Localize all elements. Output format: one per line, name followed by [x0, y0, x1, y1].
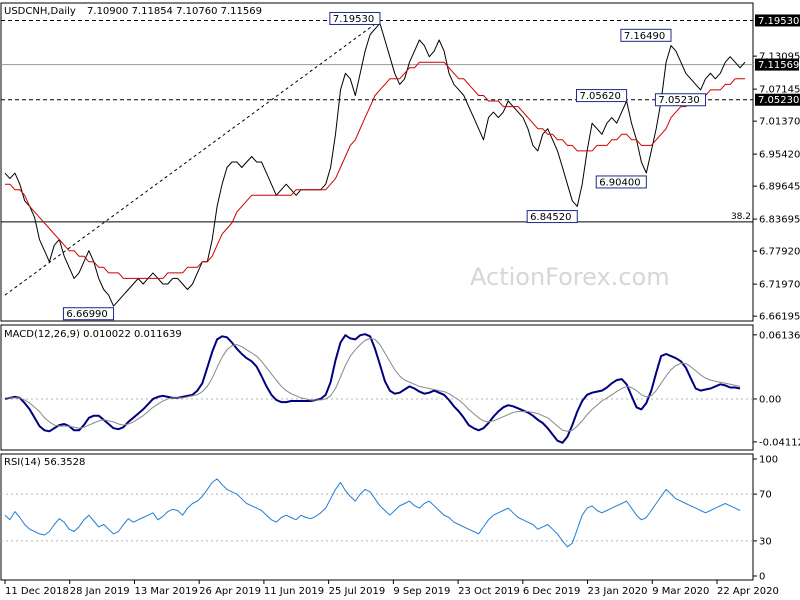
price-panel: ActionForex.com 7.19530 7.05230 38.2 7.1156…: [0, 2, 800, 323]
price-y-tick-label-7: 6.71970: [759, 280, 800, 291]
x-tick-label-0: 11 Dec 2018: [5, 586, 69, 597]
annotation-label-0: 7.19530: [333, 14, 374, 25]
rsi-y-tick-label-1: 70: [759, 490, 772, 501]
current-price-box: [755, 58, 799, 71]
x-tick-label-6: 9 Sep 2019: [393, 586, 450, 597]
x-tick-label-10: 9 Mar 2020: [652, 586, 709, 597]
fib-level-label: 38.2: [731, 212, 751, 222]
macd-panel: 0.061363 0.00 -0.041124 MACD(12,26,9) 0.01…: [0, 324, 800, 451]
price-series-price-line: [4, 22, 746, 307]
price-series-ma-line: [5, 61, 745, 279]
macd-plot-frame: [0, 324, 754, 451]
annotation-label-3: 7.05620: [580, 91, 621, 102]
rsi-series: [4, 478, 741, 548]
level-price-label-1: 7.05230: [758, 95, 799, 106]
annotation-box-1: [62, 307, 115, 321]
macd-series-signal-line: [5, 337, 741, 432]
price-y-tick-label-8: 6.66195: [759, 312, 800, 323]
rsi-y-tick-label-2: 30: [759, 536, 772, 547]
price-annotations: 7.19530 6.66990 6.84520 7.05620 6.90400 7.164…: [62, 11, 707, 321]
price-y-tick-label-0: 7.13095: [759, 52, 800, 63]
x-tick-label-5: 25 Jul 2019: [329, 586, 386, 597]
rsi-y-tick-label-3: 0: [759, 572, 765, 583]
x-tick-label-3: 26 Apr 2019: [199, 586, 261, 597]
annotation-box-6: [654, 93, 707, 107]
price-plot-frame: [0, 2, 754, 322]
x-axis: 11 Dec 2018 28 Jan 2019 13 Mar 2019 26 Apr …: [4, 580, 779, 597]
x-tick-label-8: 6 Dec 2019: [523, 586, 581, 597]
rsi-grid: [1, 493, 753, 542]
macd-y-tick-label-0: 0.061363: [759, 330, 800, 341]
price-ohlc-values: 7.10900 7.11854 7.10760 7.11569: [87, 6, 262, 17]
macd-y-tick-label-1: 0.00: [759, 394, 781, 405]
rsi-panel: 100 70 30 0 RSI(14) 56.3528: [0, 453, 778, 583]
rsi-series-rsi-line: [4, 478, 741, 548]
level-price-box-0: [755, 14, 800, 27]
x-tick-label-1: 28 Jan 2019: [70, 586, 130, 597]
rsi-plot-frame: [0, 453, 754, 581]
rsi-y-axis: 100 70 30 0: [753, 455, 778, 583]
current-price-label: 7.11569: [758, 60, 799, 71]
price-series: [4, 22, 746, 307]
annotation-box-4: [595, 175, 647, 189]
x-tick-label-9: 23 Jan 2020: [588, 586, 648, 597]
level-price-box-1: [755, 93, 800, 106]
price-y-tick-label-6: 6.77920: [759, 247, 800, 258]
annotation-box-5: [620, 28, 672, 42]
price-y-tick-label-3: 6.95420: [759, 150, 800, 161]
macd-panel-title: MACD(12,26,9) 0.010022 0.011639: [4, 329, 182, 340]
annotation-label-5: 7.16490: [624, 31, 665, 42]
x-tick-label-11: 22 Apr 2020: [717, 586, 779, 597]
rsi-y-tick-label-0: 100: [759, 455, 778, 466]
annotation-label-1: 6.66990: [66, 309, 107, 320]
watermark: ActionForex.com: [470, 263, 670, 291]
price-y-tick-label-4: 6.89645: [759, 182, 800, 193]
x-tick-label-4: 11 Jun 2019: [264, 586, 324, 597]
annotation-box-0: [329, 11, 381, 25]
price-panel-title: USDCNH,Daily 7.10900 7.11854 7.10760 7.1…: [4, 6, 262, 17]
price-symbol-title: USDCNH,Daily: [4, 6, 76, 17]
macd-y-axis: 0.061363 0.00 -0.041124: [753, 330, 800, 448]
price-y-tick-label-1: 7.07145: [759, 85, 800, 96]
rsi-panel-title: RSI(14) 56.3528: [4, 457, 85, 468]
annotation-box-3: [576, 89, 628, 103]
annotation-box-2: [526, 210, 578, 224]
annotation-label-4: 6.90400: [599, 177, 640, 188]
x-tick-label-7: 23 Oct 2019: [458, 586, 520, 597]
price-levels: 7.19530 7.05230 38.2 7.11569: [1, 14, 800, 223]
annotation-label-2: 6.84520: [530, 212, 571, 223]
level-price-label-0: 7.19530: [758, 16, 799, 27]
macd-series-macd-line: [4, 333, 741, 444]
price-y-axis: 7.13095 7.07145 7.01370 6.95420 6.89645 6.836…: [753, 52, 800, 323]
price-y-tick-label-2: 7.01370: [759, 117, 800, 128]
annotation-label-6: 7.05230: [658, 95, 699, 106]
macd-y-tick-label-2: -0.041124: [759, 437, 800, 448]
price-y-tick-label-5: 6.83695: [759, 215, 800, 226]
macd-series: [4, 333, 741, 444]
x-tick-label-2: 13 Mar 2019: [134, 586, 197, 597]
